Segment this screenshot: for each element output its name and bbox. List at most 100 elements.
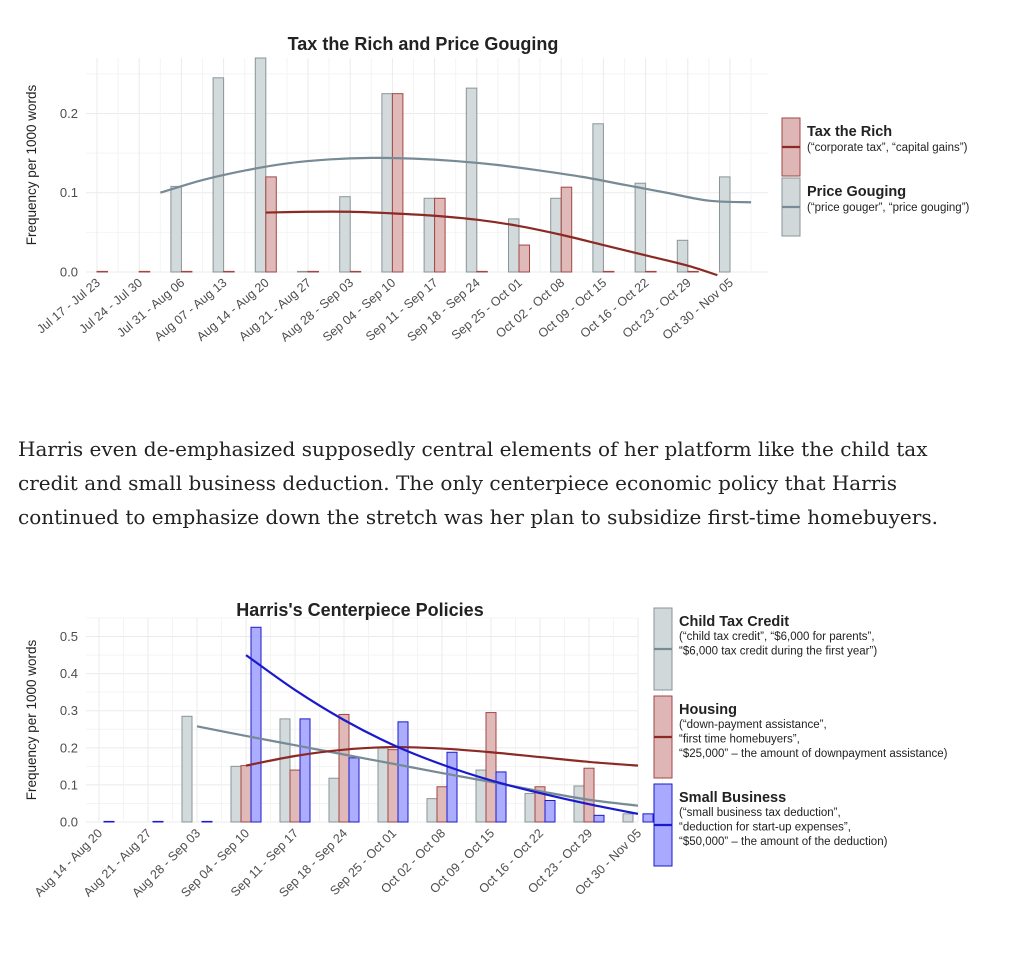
bar-small-business-oct-23-oct-29 bbox=[593, 814, 605, 823]
bar-price-gouging-oct-30-nov-05 bbox=[719, 176, 731, 273]
bar-tax-the-rich-jul-24-jul-30 bbox=[138, 270, 151, 273]
chart-title: Harris's Centerpiece Policies bbox=[236, 600, 483, 620]
bar-tax-the-rich-sep-04-sep-10 bbox=[391, 93, 404, 273]
bar-tax-the-rich-oct-02-oct-08 bbox=[560, 186, 573, 273]
y-tick-label: 0.1 bbox=[60, 777, 78, 792]
legend-description: “$25,000” – the amount of downpayment as… bbox=[679, 748, 948, 760]
bar-tax-the-rich-sep-25-oct-01 bbox=[518, 244, 530, 273]
bar-price-gouging-jul-31-aug-06 bbox=[170, 185, 182, 273]
bar-small-business-sep-18-sep-24 bbox=[348, 757, 360, 823]
paragraph-line-3: continued to emphasize down the stretch … bbox=[18, 505, 938, 529]
bar-child-tax-credit-oct-30-nov-05 bbox=[622, 813, 634, 823]
y-axis: 0.0 0.1 0.2 bbox=[60, 106, 78, 280]
trend-line-child-tax-credit bbox=[196, 725, 639, 807]
x-tick-label: Sep 04 - Sep 10 bbox=[320, 276, 398, 345]
legend-swatch-price-gouging bbox=[781, 206, 801, 237]
bar-tax-the-rich-oct-09-oct-15 bbox=[602, 270, 615, 273]
bar-small-business-sep-25-oct-01 bbox=[397, 721, 409, 823]
x-tick-label: Aug 07 - Aug 13 bbox=[152, 276, 230, 344]
trend-lines bbox=[196, 654, 639, 815]
body-paragraph: Harris even de-emphasized supposedly cen… bbox=[18, 432, 1018, 534]
bar-housing-sep-25-oct-01 bbox=[387, 749, 399, 823]
legend-swatch-small-business bbox=[653, 824, 673, 867]
legend-description: “$50,000” – the amount of the deduction) bbox=[679, 836, 888, 848]
bar-child-tax-credit-aug-28-sep-03 bbox=[181, 715, 193, 823]
x-tick-label: Aug 21 - Aug 27 bbox=[236, 276, 314, 344]
bar-tax-the-rich-jul-17-jul-23 bbox=[96, 270, 108, 273]
legend-swatch-tax-the-rich bbox=[781, 146, 801, 177]
legend-swatch-child-tax-credit bbox=[653, 607, 673, 650]
legend-swatch-price-gouging bbox=[781, 177, 801, 208]
bar-housing-sep-18-sep-24 bbox=[338, 713, 350, 823]
bar-child-tax-credit-sep-04-sep-10 bbox=[230, 765, 242, 823]
bar-tax-the-rich-jul-31-aug-06 bbox=[180, 270, 193, 273]
bar-child-tax-credit-sep-25-oct-01 bbox=[377, 747, 389, 823]
trend-lines bbox=[159, 156, 752, 277]
bar-tax-the-rich-aug-21-aug-27 bbox=[307, 270, 319, 273]
trend-line-housing bbox=[245, 745, 639, 767]
bar-price-gouging-oct-16-oct-22 bbox=[634, 182, 647, 273]
bar-small-business-oct-02-oct-08 bbox=[446, 751, 458, 823]
paragraph-line-1: Harris even de-emphasized supposedly cen… bbox=[18, 437, 928, 461]
bar-tax-the-rich-aug-07-aug-13 bbox=[223, 270, 235, 273]
legend-description: (“small business tax deduction”, bbox=[679, 807, 841, 819]
bar-price-gouging-sep-11-sep-17 bbox=[423, 197, 436, 273]
bar-price-gouging-oct-09-oct-15 bbox=[592, 123, 604, 273]
bar-housing-oct-02-oct-08 bbox=[436, 786, 448, 823]
legend-label-child-tax-credit: Child Tax Credit bbox=[679, 614, 789, 630]
bar-small-business-oct-16-oct-22 bbox=[544, 799, 556, 823]
bar-price-gouging-aug-21-aug-27 bbox=[297, 270, 309, 273]
y-tick-label: 0.1 bbox=[60, 185, 78, 200]
y-tick-label: 0.0 bbox=[60, 815, 78, 830]
x-tick-label: Aug 14 - Aug 20 bbox=[194, 276, 272, 344]
bar-price-gouging-aug-28-sep-03 bbox=[339, 196, 351, 273]
trend-line-tax-the-rich bbox=[265, 210, 718, 277]
chart-title: Tax the Rich and Price Gouging bbox=[288, 34, 559, 54]
bar-child-tax-credit-sep-18-sep-24 bbox=[328, 777, 340, 823]
y-tick-label: 0.3 bbox=[60, 703, 78, 718]
bar-housing-sep-11-sep-17 bbox=[289, 769, 301, 823]
legend-description: (“price gouger”, “price gouging”) bbox=[807, 202, 970, 214]
bar-child-tax-credit-oct-02-oct-08 bbox=[426, 798, 438, 823]
bars bbox=[103, 626, 654, 823]
y-axis: 0.0 0.1 0.2 0.3 0.4 0.5 bbox=[60, 629, 78, 829]
y-tick-label: 0.2 bbox=[60, 106, 78, 121]
legend-label-price-gouging: Price Gouging bbox=[807, 184, 906, 200]
bar-small-business-aug-14-aug-20 bbox=[103, 820, 115, 823]
bar-child-tax-credit-sep-11-sep-17 bbox=[279, 718, 291, 823]
x-tick-label: Sep 18 - Sep 24 bbox=[405, 276, 483, 345]
trend-line-price-gouging bbox=[159, 156, 752, 204]
bar-tax-the-rich-sep-11-sep-17 bbox=[434, 197, 446, 273]
legend-description: “first time homebuyers”, bbox=[679, 734, 800, 746]
legend-swatch-child-tax-credit bbox=[653, 648, 673, 691]
bar-tax-the-rich-sep-18-sep-24 bbox=[476, 270, 488, 273]
paragraph-line-2: credit and small business deduction. The… bbox=[18, 471, 897, 495]
legend-swatch-housing bbox=[653, 736, 673, 779]
bar-small-business-oct-30-nov-05 bbox=[642, 813, 654, 823]
legend-description: (“down-payment assistance”, bbox=[679, 719, 827, 731]
bar-small-business-aug-21-aug-27 bbox=[152, 820, 164, 823]
bar-small-business-sep-04-sep-10 bbox=[250, 626, 262, 823]
legend-swatch-housing bbox=[653, 695, 673, 738]
legend: Child Tax Credit(“child tax credit”, “$6… bbox=[653, 607, 948, 867]
bar-housing-oct-23-oct-29 bbox=[583, 767, 595, 823]
bar-price-gouging-aug-14-aug-20 bbox=[254, 57, 267, 273]
bar-child-tax-credit-oct-23-oct-29 bbox=[573, 785, 585, 823]
bar-tax-the-rich-aug-28-sep-03 bbox=[349, 270, 362, 273]
legend-swatch-tax-the-rich bbox=[781, 117, 801, 148]
y-tick-label: 0.5 bbox=[60, 629, 78, 644]
legend: Tax the Rich (“corporate tax”, “capital g… bbox=[781, 117, 970, 237]
x-tick-label: Sep 11 - Sep 17 bbox=[363, 276, 441, 344]
bar-small-business-sep-11-sep-17 bbox=[299, 718, 311, 823]
bar-small-business-oct-09-oct-15 bbox=[495, 771, 507, 823]
bar-price-gouging-sep-04-sep-10 bbox=[381, 93, 393, 273]
y-tick-label: 0.2 bbox=[60, 740, 78, 755]
legend-description: “$6,000 tax credit during the first year… bbox=[679, 646, 877, 658]
y-axis-label: Frequency per 1000 words bbox=[24, 639, 39, 800]
legend-description: (“child tax credit”, “$6,000 for parents… bbox=[679, 631, 875, 643]
y-tick-label: 0.0 bbox=[60, 265, 78, 280]
legend-description: (“corporate tax”, “capital gains”) bbox=[807, 142, 968, 154]
legend-label-tax-the-rich: Tax the Rich bbox=[807, 124, 892, 140]
